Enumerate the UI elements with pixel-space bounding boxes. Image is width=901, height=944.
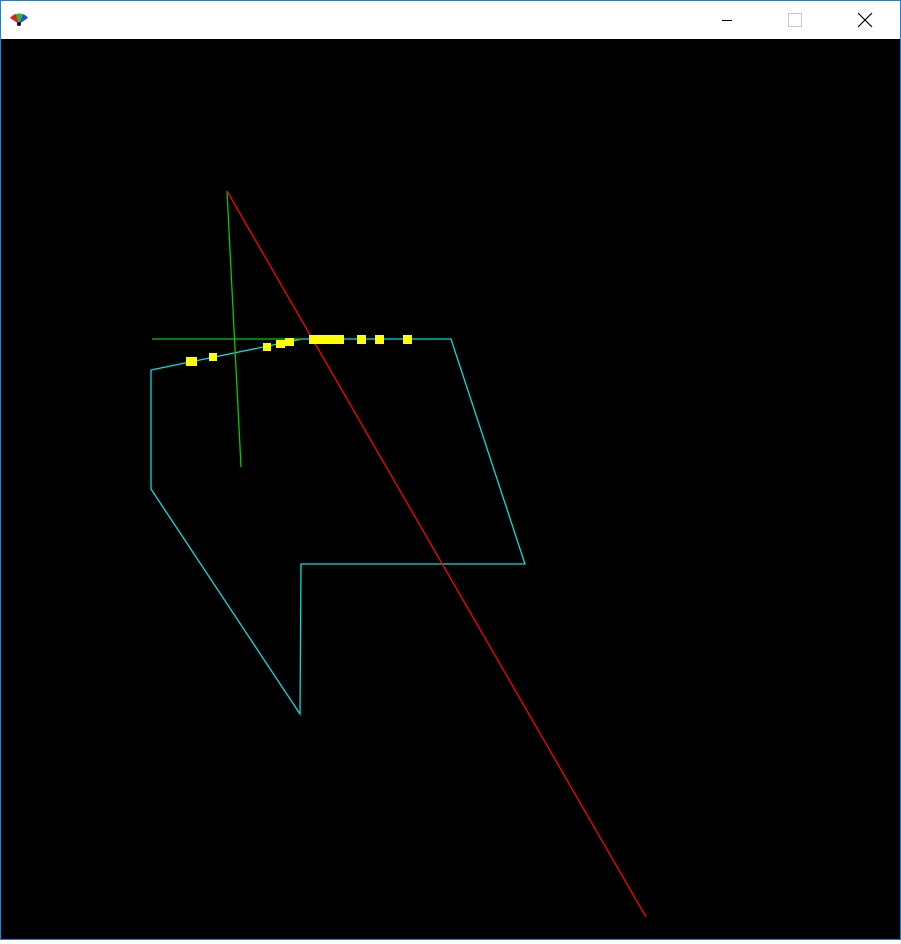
maximize-icon [788,13,802,27]
shape-outline [150,338,526,717]
red-axis [226,190,647,918]
marker [186,357,197,366]
close-button[interactable] [842,1,888,39]
marker-group [186,335,412,366]
marker [403,335,412,344]
minimize-icon [722,20,732,21]
render-canvas[interactable] [1,39,900,939]
app-icon [10,13,28,26]
maximize-button[interactable] [772,1,818,39]
marker [357,335,366,344]
scene-svg [150,190,647,918]
marker [375,335,384,344]
marker [209,353,217,361]
close-icon [857,12,873,28]
marker [309,335,344,344]
marker [263,343,271,351]
marker [285,338,294,346]
minimize-button[interactable] [704,1,750,39]
title-bar[interactable] [1,1,900,39]
marker [276,340,285,348]
green-axis-vertical [226,190,242,468]
